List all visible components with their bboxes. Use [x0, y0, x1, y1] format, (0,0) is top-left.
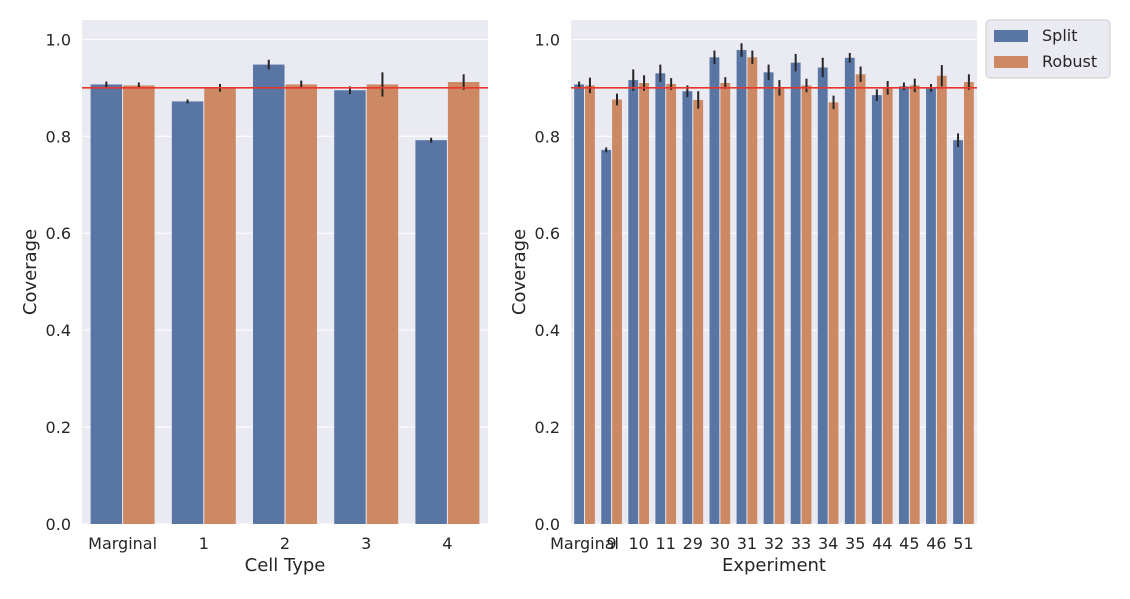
x-axis-label: Cell Type: [245, 555, 326, 576]
y-tick-label: 0.0: [535, 515, 560, 534]
bar-split: [682, 91, 693, 524]
x-tick-label: 33: [791, 534, 811, 553]
bar-split: [334, 90, 366, 525]
bar-robust: [693, 99, 704, 524]
legend-swatch-robust: [994, 56, 1028, 68]
bar-split: [763, 72, 774, 524]
x-tick-label: 11: [656, 534, 676, 553]
bar-robust: [909, 85, 920, 524]
y-tick-label: 1.0: [535, 30, 560, 49]
bar-robust: [447, 82, 480, 525]
bar-robust: [285, 84, 317, 524]
bar-split: [709, 57, 720, 525]
bar-robust: [612, 99, 622, 524]
legend: Split Robust: [985, 19, 1111, 79]
bar-robust: [963, 82, 974, 525]
bar-split: [253, 64, 285, 524]
bar-split: [628, 80, 639, 524]
x-tick-label: 4: [442, 534, 452, 553]
x-axis-label: Experiment: [722, 555, 826, 576]
bar-split: [90, 84, 123, 524]
bar-split: [926, 87, 936, 524]
bar-split: [953, 140, 963, 524]
y-tick-label: 0.6: [535, 224, 560, 243]
bar-split: [844, 57, 855, 525]
x-tick-label: Marginal: [88, 534, 157, 553]
x-tick-label: 44: [872, 534, 892, 553]
chart-panel-1: 0.0 0.2 0.4 0.6 0.8 1.0 Marginal 1 2 3 4 Cell Type C…: [20, 20, 488, 576]
x-tick-label: 34: [818, 534, 838, 553]
x-tick-label: 46: [926, 534, 946, 553]
legend-label-split: Split: [1042, 26, 1077, 45]
bar-robust: [366, 84, 399, 524]
bar-robust: [720, 83, 731, 524]
bar-robust: [639, 83, 649, 524]
y-tick-label: 0.6: [46, 224, 71, 243]
x-tick-label: 2: [280, 534, 290, 553]
y-tick-label: 0.0: [46, 515, 71, 534]
bar-robust: [828, 102, 839, 524]
bar-robust: [666, 83, 677, 524]
bar-split: [415, 140, 447, 524]
bar-split: [171, 101, 204, 525]
x-tick-label: 35: [845, 534, 865, 553]
bar-split: [899, 86, 909, 525]
bar-split: [574, 84, 585, 524]
x-tick-label: 3: [361, 534, 371, 553]
bar-robust: [801, 85, 812, 524]
bar-robust: [774, 87, 785, 524]
y-tick-label: 0.8: [535, 127, 560, 146]
y-axis-label: Coverage: [509, 229, 530, 315]
x-tick-label: 32: [764, 534, 784, 553]
y-tick-label: 1.0: [46, 30, 71, 49]
x-tick-label: 10: [628, 534, 648, 553]
x-tick-label: 9: [607, 534, 617, 553]
y-tick-label: 0.4: [46, 321, 71, 340]
y-tick-label: 0.4: [535, 321, 560, 340]
bar-split: [601, 149, 612, 524]
bar-robust: [747, 57, 758, 525]
legend-swatch-split: [994, 30, 1028, 42]
bar-split: [736, 50, 747, 525]
x-tick-label: 51: [953, 534, 973, 553]
plot-area: [571, 20, 977, 524]
x-tick-label: 29: [683, 534, 703, 553]
y-axis-label: Coverage: [20, 229, 41, 315]
bar-robust: [936, 75, 947, 524]
bar-robust: [882, 87, 893, 524]
bar-robust: [204, 87, 236, 524]
bar-robust: [123, 85, 155, 524]
y-tick-label: 0.2: [535, 418, 560, 437]
y-tick-label: 0.8: [46, 127, 71, 146]
bar-split: [817, 67, 828, 524]
x-tick-label: Marginal: [550, 534, 619, 553]
bar-split: [655, 73, 666, 525]
bar-robust: [855, 74, 866, 525]
y-tick-label: 0.2: [46, 418, 71, 437]
x-tick-label: 31: [737, 534, 757, 553]
bar-robust: [585, 85, 595, 524]
x-tick-label: 1: [199, 534, 209, 553]
legend-label-robust: Robust: [1042, 52, 1097, 71]
x-tick-label: 30: [710, 534, 730, 553]
bar-split: [790, 62, 801, 525]
x-tick-label: 45: [899, 534, 919, 553]
bar-split: [871, 95, 882, 524]
